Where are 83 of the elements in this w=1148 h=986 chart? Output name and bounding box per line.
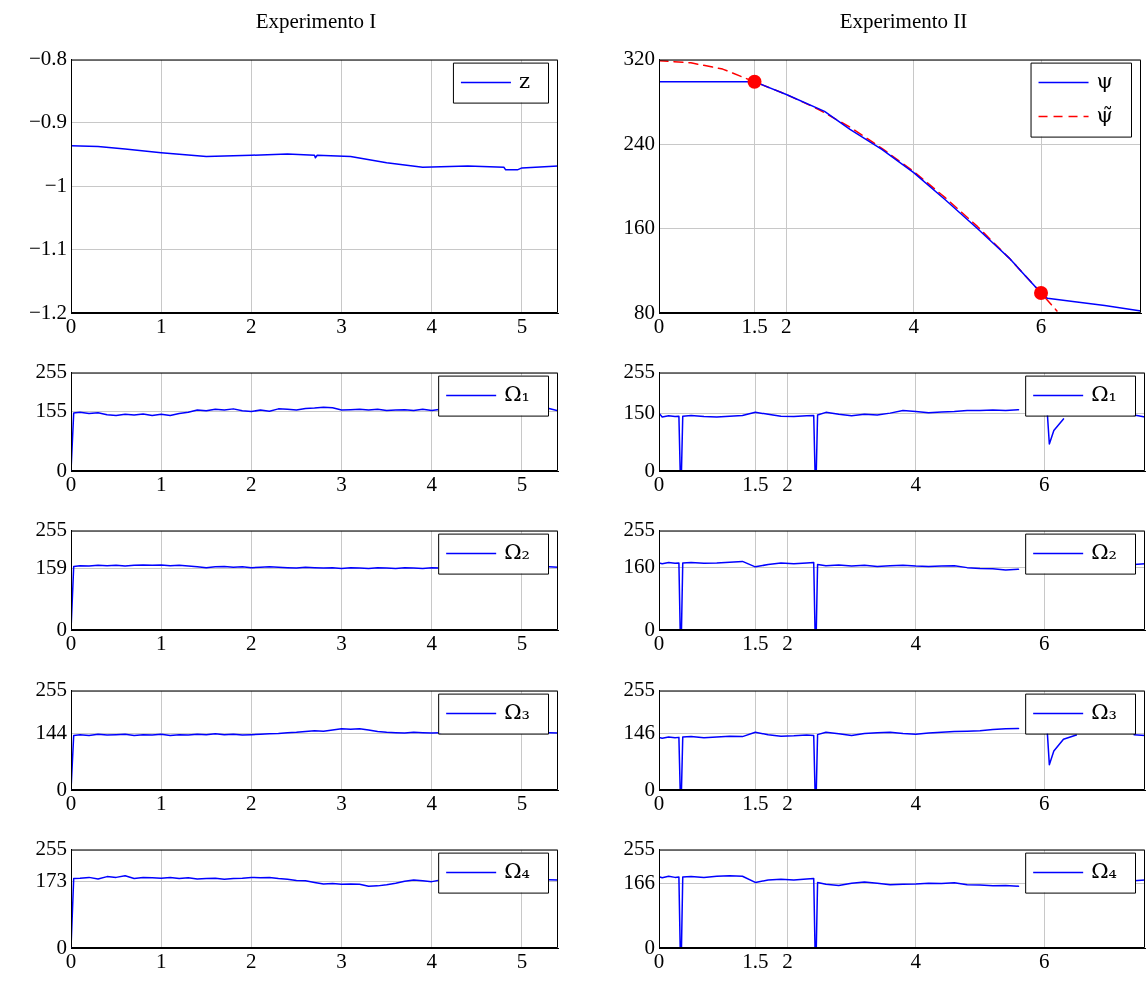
legend-label: Ω₄ — [1091, 859, 1118, 884]
y-tick-label: −1.2 — [28, 299, 67, 324]
x-tick-label: 6 — [1038, 791, 1050, 816]
y-tick-label: 255 — [623, 359, 655, 384]
y-tick-label: −0.8 — [28, 46, 67, 71]
legend-label: Ω₃ — [504, 700, 531, 725]
y-tick-label: 240 — [623, 130, 655, 155]
x-tick-label: 4 — [910, 949, 922, 974]
legend-label: Ω₃ — [1091, 700, 1118, 725]
x-tick-label: 2 — [781, 314, 792, 339]
y-tick-label: 255 — [623, 836, 655, 861]
y-tick-label: 160 — [623, 215, 655, 240]
y-tick-label: 320 — [623, 46, 655, 71]
x-tick-label: 4 — [426, 791, 438, 816]
y-tick-label: 150 — [623, 399, 655, 424]
chart-title: Experimento II — [838, 8, 969, 35]
legend-label: z — [518, 69, 531, 94]
legend-label: Ω₁ — [504, 382, 531, 407]
x-tick-label: 4 — [910, 631, 922, 656]
y-tick-label: 146 — [623, 719, 655, 744]
y-tick-label: 255 — [623, 517, 655, 542]
x-tick-label: 5 — [516, 949, 528, 974]
x-tick-label: 2 — [782, 949, 793, 974]
x-tick-label: 4 — [910, 791, 922, 816]
x-tick-label: 4 — [908, 314, 920, 339]
y-tick-label: 255 — [623, 677, 655, 702]
x-tick-label: 5 — [516, 631, 528, 656]
x-tick-label: 2 — [782, 631, 793, 656]
x-tick-label: 3 — [336, 631, 347, 656]
x-tick-label: 1.5 — [742, 949, 769, 974]
x-tick-label: 1 — [155, 631, 167, 656]
y-tick-label: 173 — [35, 867, 67, 892]
x-tick-label: 2 — [246, 949, 257, 974]
x-tick-label: 1.5 — [742, 631, 769, 656]
x-tick-label: 1 — [155, 472, 167, 497]
x-tick-label: 6 — [1038, 472, 1050, 497]
y-tick-label: 160 — [623, 554, 655, 579]
x-tick-label: 6 — [1038, 631, 1050, 656]
y-tick-label: 166 — [623, 870, 655, 895]
chart-title: Experimento I — [254, 8, 378, 35]
legend-label: ψ̃ — [1096, 103, 1113, 128]
y-tick-label: 255 — [35, 359, 67, 384]
y-tick-label: 255 — [35, 517, 67, 542]
x-tick-label: 4 — [426, 472, 438, 497]
x-tick-label: 1.5 — [742, 791, 769, 816]
legend-label: Ω₂ — [504, 540, 531, 565]
x-tick-label: 2 — [782, 472, 793, 497]
y-tick-label: 155 — [35, 397, 67, 422]
x-tick-label: 4 — [426, 949, 438, 974]
x-tick-label: 3 — [336, 314, 347, 339]
y-tick-label: −1 — [44, 172, 67, 197]
x-tick-label: 2 — [782, 791, 793, 816]
y-tick-label: 255 — [35, 677, 67, 702]
x-tick-label: 5 — [516, 791, 528, 816]
y-tick-label: 80 — [634, 299, 655, 324]
x-tick-label: 2 — [246, 791, 257, 816]
x-tick-label: 4 — [426, 631, 438, 656]
x-tick-label: 1.5 — [741, 314, 768, 339]
x-tick-label: 3 — [336, 949, 347, 974]
x-tick-label: 5 — [516, 472, 528, 497]
x-tick-label: 6 — [1035, 314, 1047, 339]
x-tick-label: 2 — [246, 472, 257, 497]
legend-label: Ω₄ — [504, 859, 531, 884]
x-tick-label: 1 — [155, 791, 167, 816]
x-tick-label: 1 — [155, 314, 167, 339]
x-tick-label: 5 — [516, 314, 528, 339]
x-tick-label: 1 — [155, 949, 167, 974]
x-tick-label: 2 — [246, 314, 257, 339]
y-tick-label: 255 — [35, 836, 67, 861]
y-tick-label: 159 — [35, 554, 67, 579]
legend-label: ψ — [1096, 69, 1113, 94]
y-tick-label: 144 — [35, 720, 68, 745]
x-tick-label: 4 — [426, 314, 438, 339]
y-tick-label: −1.1 — [28, 236, 67, 261]
x-tick-label: 6 — [1038, 949, 1050, 974]
x-tick-label: 3 — [336, 791, 347, 816]
x-tick-label: 4 — [910, 472, 922, 497]
legend-label: Ω₁ — [1091, 382, 1118, 407]
x-tick-label: 2 — [246, 631, 257, 656]
y-tick-label: −0.9 — [28, 109, 67, 134]
x-tick-label: 1.5 — [742, 472, 769, 497]
x-tick-label: 3 — [336, 472, 347, 497]
legend-label: Ω₂ — [1091, 540, 1118, 565]
